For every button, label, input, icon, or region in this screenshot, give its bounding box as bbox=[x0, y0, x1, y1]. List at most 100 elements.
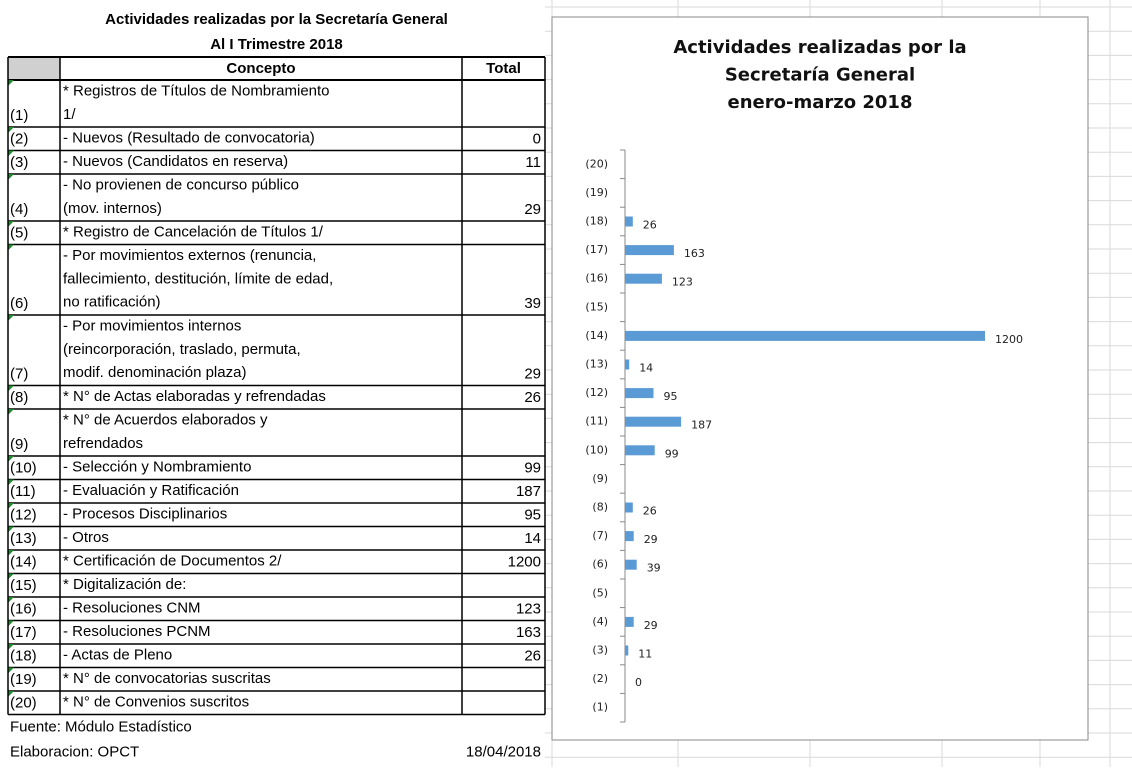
row-number: (14) bbox=[10, 553, 37, 570]
concept-text: * N° de Acuerdos elaborados y bbox=[63, 411, 268, 428]
y-tick-label: (7) bbox=[592, 529, 608, 542]
row-number: (13) bbox=[10, 530, 37, 547]
data-label: 95 bbox=[664, 390, 678, 403]
data-label: 26 bbox=[643, 505, 657, 518]
total-value: 99 bbox=[524, 459, 541, 476]
total-value: 26 bbox=[524, 647, 541, 664]
concept-text: * Registro de Cancelación de Títulos 1/ bbox=[63, 223, 324, 240]
row-number: (9) bbox=[10, 436, 28, 453]
concept-text: - Resoluciones CNM bbox=[63, 599, 201, 616]
cell-marker bbox=[8, 244, 14, 251]
row-number: (17) bbox=[10, 624, 37, 641]
row-number: (4) bbox=[10, 201, 28, 218]
cell-marker bbox=[8, 80, 14, 86]
data-label: 163 bbox=[684, 247, 705, 260]
y-tick-label: (17) bbox=[585, 243, 608, 256]
cell-marker bbox=[8, 456, 14, 462]
data-label: 123 bbox=[672, 276, 693, 289]
total-value: 14 bbox=[524, 530, 541, 547]
concept-text: - Nuevos (Candidatos en reserva) bbox=[63, 153, 288, 170]
bar bbox=[625, 616, 634, 627]
cell-marker bbox=[8, 127, 14, 133]
concept-text: - Actas de Pleno bbox=[63, 646, 172, 663]
chart-title: Secretaría General bbox=[725, 65, 915, 86]
bar bbox=[625, 359, 630, 370]
header-concepto: Concepto bbox=[226, 60, 295, 77]
cell-marker bbox=[8, 526, 14, 533]
y-tick-label: (2) bbox=[592, 672, 608, 685]
y-tick-label: (19) bbox=[585, 186, 608, 199]
row-number: (1) bbox=[10, 107, 28, 124]
y-tick-label: (12) bbox=[585, 386, 608, 399]
total-value: 29 bbox=[524, 201, 541, 218]
bar bbox=[625, 645, 629, 656]
bar bbox=[625, 559, 637, 570]
cell-marker bbox=[8, 479, 14, 486]
row-number: (12) bbox=[10, 506, 37, 523]
row-number: (11) bbox=[10, 483, 36, 500]
y-tick-label: (5) bbox=[592, 586, 608, 599]
y-tick-label: (16) bbox=[585, 272, 608, 285]
concept-text: refrendados bbox=[63, 435, 143, 452]
concept-text: - Procesos Disciplinarios bbox=[63, 505, 227, 522]
bar bbox=[625, 531, 634, 542]
row-number: (15) bbox=[10, 577, 37, 594]
data-label: 11 bbox=[638, 648, 652, 661]
y-tick-label: (15) bbox=[585, 300, 608, 313]
concept-text: (reincorporación, traslado, permuta, bbox=[63, 341, 301, 358]
row-number: (20) bbox=[10, 694, 37, 711]
chart-frame bbox=[551, 16, 1089, 741]
credit-note: Elaboracion: OPCT bbox=[10, 743, 139, 760]
cell-marker bbox=[8, 667, 14, 674]
y-tick-label: (20) bbox=[585, 157, 608, 170]
cell-marker bbox=[8, 503, 14, 509]
y-tick-label: (6) bbox=[592, 558, 608, 571]
total-value: 123 bbox=[516, 600, 541, 617]
cell-marker bbox=[8, 385, 14, 392]
bar bbox=[625, 245, 674, 256]
y-tick-label: (10) bbox=[585, 443, 608, 456]
concept-text: - Selección y Nombramiento bbox=[63, 458, 251, 475]
concept-text: * Registros de Títulos de Nombramiento bbox=[63, 82, 330, 99]
total-value: 163 bbox=[516, 624, 541, 641]
y-tick-label: (13) bbox=[585, 358, 608, 371]
concept-text: * N° de convocatorias suscritas bbox=[63, 670, 271, 687]
concept-text: - Otros bbox=[63, 529, 109, 546]
total-value: 95 bbox=[524, 506, 541, 523]
concept-text: - Por movimientos externos (renuncia, bbox=[63, 247, 316, 264]
y-tick-label: (1) bbox=[592, 701, 608, 714]
data-label: 26 bbox=[643, 219, 657, 232]
header-total: Total bbox=[486, 60, 521, 77]
row-number: (19) bbox=[10, 671, 37, 688]
row-number: (7) bbox=[10, 365, 28, 382]
row-number: (8) bbox=[10, 389, 28, 406]
source-note: Fuente: Módulo Estadístico bbox=[10, 718, 192, 735]
data-label: 39 bbox=[647, 562, 661, 575]
bar bbox=[625, 388, 654, 399]
bar bbox=[625, 216, 633, 227]
concept-text: - No provienen de concurso público bbox=[63, 176, 299, 193]
concept-text: modif. denominación plaza) bbox=[63, 364, 246, 381]
concept-text: - Evaluación y Ratificación bbox=[63, 482, 239, 499]
data-label: 187 bbox=[691, 419, 712, 432]
data-label: 1200 bbox=[995, 333, 1023, 346]
data-label: 14 bbox=[639, 362, 653, 375]
total-value: 1200 bbox=[508, 553, 541, 570]
concept-text: - Nuevos (Resultado de convocatoria) bbox=[63, 129, 315, 146]
concept-text: * N° de Convenios suscritos bbox=[63, 693, 249, 710]
header-num-cell bbox=[8, 57, 60, 80]
cell-marker bbox=[8, 174, 14, 180]
chart-title: Actividades realizadas por la bbox=[673, 37, 966, 58]
y-tick-label: (11) bbox=[585, 415, 608, 428]
data-label: 0 bbox=[635, 676, 642, 689]
total-value: 0 bbox=[533, 130, 541, 147]
concept-text: * N° de Actas elaboradas y refrendadas bbox=[63, 388, 326, 405]
concept-text: * Certificación de Documentos 2/ bbox=[63, 552, 282, 569]
bar bbox=[625, 416, 682, 427]
row-number: (3) bbox=[10, 154, 28, 171]
bar bbox=[625, 502, 633, 513]
table-subtitle: Al I Trimestre 2018 bbox=[210, 36, 343, 53]
row-number: (10) bbox=[10, 459, 37, 476]
date-note: 18/04/2018 bbox=[466, 743, 541, 760]
